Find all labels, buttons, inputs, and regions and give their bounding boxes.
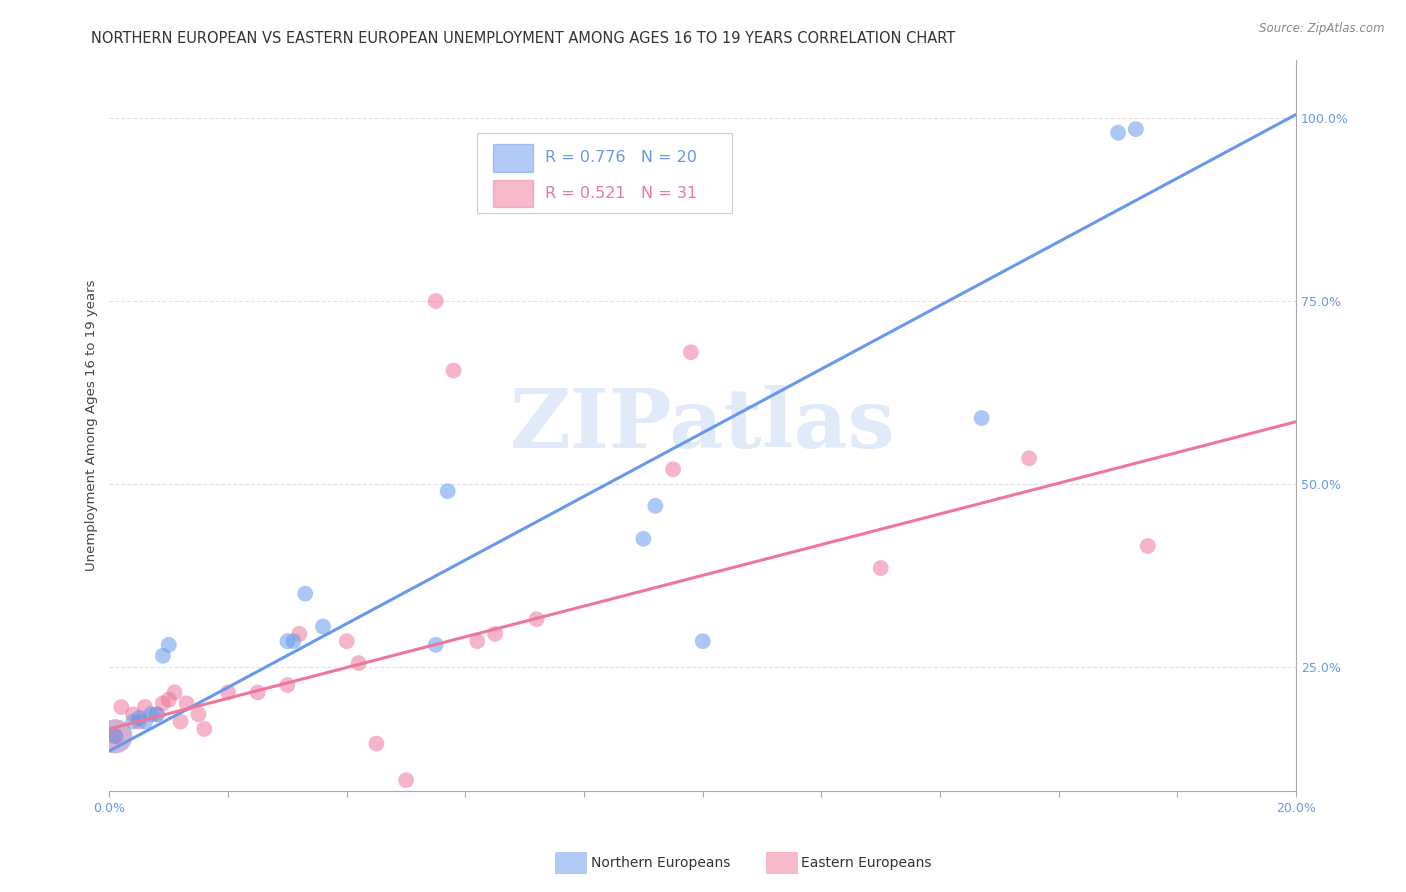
Point bbox=[104, 729, 127, 743]
Point bbox=[1125, 122, 1147, 136]
Point bbox=[294, 587, 316, 601]
Point bbox=[425, 293, 447, 308]
Point bbox=[139, 707, 162, 722]
Point bbox=[276, 634, 298, 648]
Point bbox=[679, 345, 702, 359]
Point bbox=[526, 612, 548, 626]
Point bbox=[152, 648, 174, 663]
Text: NORTHERN EUROPEAN VS EASTERN EUROPEAN UNEMPLOYMENT AMONG AGES 16 TO 19 YEARS COR: NORTHERN EUROPEAN VS EASTERN EUROPEAN UN… bbox=[91, 31, 956, 46]
Text: ZIPatlas: ZIPatlas bbox=[510, 385, 896, 466]
Point bbox=[283, 634, 305, 648]
Y-axis label: Unemployment Among Ages 16 to 19 years: Unemployment Among Ages 16 to 19 years bbox=[86, 279, 98, 571]
Text: Eastern Europeans: Eastern Europeans bbox=[801, 855, 932, 870]
Point bbox=[347, 656, 370, 670]
Point bbox=[692, 634, 714, 648]
Point bbox=[1136, 539, 1159, 553]
Point bbox=[122, 714, 145, 729]
Point bbox=[662, 462, 685, 476]
Point bbox=[436, 484, 458, 499]
FancyBboxPatch shape bbox=[477, 133, 733, 213]
Point bbox=[152, 697, 174, 711]
Point bbox=[312, 619, 335, 633]
Text: R = 0.776   N = 20: R = 0.776 N = 20 bbox=[546, 151, 697, 166]
Point bbox=[217, 685, 239, 699]
Point bbox=[246, 685, 269, 699]
Point bbox=[122, 707, 145, 722]
Point bbox=[157, 692, 180, 706]
Point bbox=[1018, 451, 1040, 466]
Point bbox=[128, 714, 150, 729]
Text: Northern Europeans: Northern Europeans bbox=[591, 855, 730, 870]
Point bbox=[465, 634, 488, 648]
Point bbox=[336, 634, 359, 648]
Point bbox=[146, 707, 169, 722]
Point bbox=[970, 411, 993, 425]
Point bbox=[176, 697, 198, 711]
Point bbox=[193, 722, 215, 736]
Point bbox=[633, 532, 655, 546]
Point bbox=[366, 737, 388, 751]
Point bbox=[134, 714, 156, 729]
Point bbox=[869, 561, 891, 575]
FancyBboxPatch shape bbox=[492, 145, 533, 171]
Point bbox=[288, 627, 311, 641]
Point bbox=[104, 729, 127, 743]
Point bbox=[1107, 126, 1129, 140]
Point bbox=[443, 363, 465, 377]
Point bbox=[134, 700, 156, 714]
Point bbox=[187, 707, 209, 722]
Point bbox=[163, 685, 186, 699]
Point bbox=[104, 729, 127, 743]
Point bbox=[104, 729, 127, 743]
Point bbox=[395, 773, 418, 788]
Point bbox=[644, 499, 666, 513]
Text: R = 0.521   N = 31: R = 0.521 N = 31 bbox=[546, 186, 697, 201]
Point bbox=[425, 638, 447, 652]
Text: Source: ZipAtlas.com: Source: ZipAtlas.com bbox=[1260, 22, 1385, 36]
Point bbox=[276, 678, 298, 692]
Point bbox=[146, 707, 169, 722]
Point bbox=[484, 627, 506, 641]
Point bbox=[110, 700, 132, 714]
Point bbox=[169, 714, 191, 729]
Point bbox=[128, 711, 150, 725]
FancyBboxPatch shape bbox=[492, 179, 533, 207]
Point bbox=[157, 638, 180, 652]
